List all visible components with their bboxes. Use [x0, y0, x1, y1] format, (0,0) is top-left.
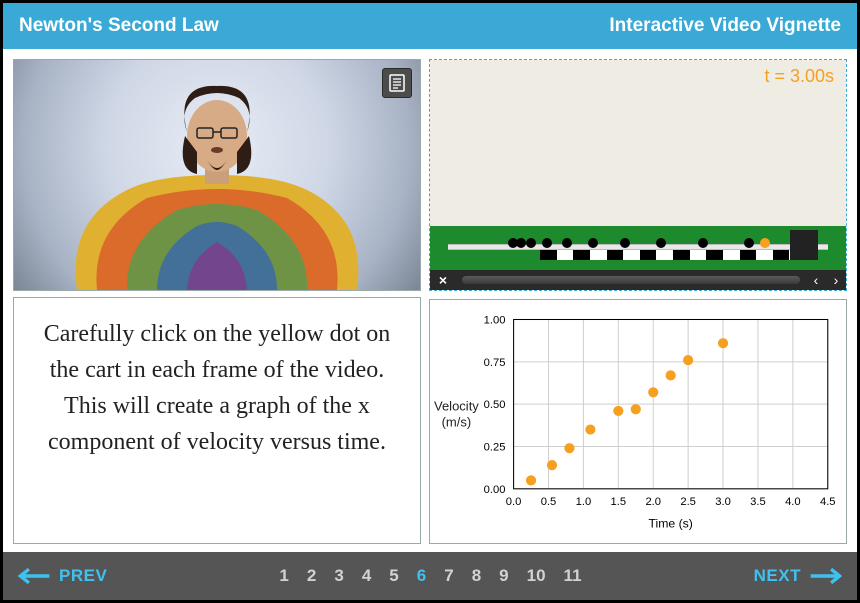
- presenter-figure: [57, 80, 377, 290]
- trail-dot: [698, 238, 708, 248]
- svg-text:4.5: 4.5: [820, 496, 836, 508]
- content-area: Carefully click on the yellow dot on the…: [3, 49, 857, 552]
- close-icon[interactable]: ×: [430, 272, 456, 288]
- header-title-left: Newton's Second Law: [19, 15, 219, 37]
- svg-text:2.0: 2.0: [645, 496, 661, 508]
- svg-text:3.0: 3.0: [715, 496, 731, 508]
- prev-button[interactable]: PREV: [17, 566, 107, 586]
- chart-ylabel-line2: (m/s): [434, 415, 479, 432]
- svg-text:1.0: 1.0: [576, 496, 592, 508]
- arrow-right-icon: [809, 566, 843, 586]
- page-9[interactable]: 9: [499, 566, 508, 586]
- page-8[interactable]: 8: [472, 566, 481, 586]
- header-bar: Newton's Second Law Interactive Video Vi…: [3, 3, 857, 49]
- next-label: NEXT: [754, 566, 801, 586]
- experiment-video-panel[interactable]: t = 3.00s × ‹ ›: [429, 59, 847, 291]
- transcript-button[interactable]: [382, 68, 412, 98]
- cart-target-dot[interactable]: [760, 238, 770, 248]
- next-button[interactable]: NEXT: [754, 566, 843, 586]
- svg-text:0.00: 0.00: [484, 484, 506, 496]
- chart-y-axis-label: Velocity (m/s): [434, 398, 479, 432]
- prev-label: PREV: [59, 566, 107, 586]
- page-5[interactable]: 5: [389, 566, 398, 586]
- svg-text:1.5: 1.5: [611, 496, 627, 508]
- svg-text:0.25: 0.25: [484, 442, 506, 454]
- app-frame: Newton's Second Law Interactive Video Vi…: [0, 0, 860, 603]
- frame-prev-icon[interactable]: ‹: [806, 272, 826, 288]
- svg-text:0.0: 0.0: [506, 496, 522, 508]
- header-title-right: Interactive Video Vignette: [609, 15, 841, 37]
- trail-dot: [562, 238, 572, 248]
- experiment-controls: × ‹ ›: [430, 270, 846, 290]
- page-10[interactable]: 10: [527, 566, 546, 586]
- page-2[interactable]: 2: [307, 566, 316, 586]
- page-11[interactable]: 11: [564, 566, 582, 586]
- page-3[interactable]: 3: [334, 566, 343, 586]
- svg-text:0.75: 0.75: [484, 357, 506, 369]
- frame-next-icon[interactable]: ›: [826, 272, 846, 288]
- experiment-markers[interactable]: [430, 224, 846, 254]
- svg-text:3.5: 3.5: [750, 496, 766, 508]
- page-6[interactable]: 6: [417, 566, 426, 586]
- svg-text:0.50: 0.50: [484, 399, 506, 411]
- trail-dot: [542, 238, 552, 248]
- svg-text:Time (s): Time (s): [648, 517, 692, 531]
- svg-text:1.00: 1.00: [484, 315, 506, 327]
- footer-bar: PREV 123456789 10 11 NEXT: [3, 552, 857, 600]
- trail-dot: [656, 238, 666, 248]
- velocity-chart-panel: Velocity (m/s) 0.0 0.5 1.0 1.5 2.0 2.5 3.0 3.5 4…: [429, 299, 847, 544]
- presenter-video-panel[interactable]: [13, 59, 421, 291]
- page-1[interactable]: 1: [279, 566, 288, 586]
- left-column: Carefully click on the yellow dot on the…: [13, 59, 421, 544]
- svg-text:4.0: 4.0: [785, 496, 801, 508]
- scrub-bar[interactable]: [462, 276, 800, 284]
- chart-ylabel-line1: Velocity: [434, 398, 479, 415]
- experiment-time-readout: t = 3.00s: [764, 66, 834, 87]
- svg-text:2.5: 2.5: [680, 496, 696, 508]
- svg-text:0.5: 0.5: [541, 496, 557, 508]
- page-4[interactable]: 4: [362, 566, 371, 586]
- velocity-scatter-chart: 0.0 0.5 1.0 1.5 2.0 2.5 3.0 3.5 4.0 4.5 0.00 0.25 0.…: [432, 306, 840, 537]
- trail-dot: [620, 238, 630, 248]
- instruction-text: Carefully click on the yellow dot on the…: [36, 316, 398, 460]
- trail-dot: [588, 238, 598, 248]
- arrow-left-icon: [17, 566, 51, 586]
- page-number-list: 123456789 10 11: [107, 566, 753, 586]
- trail-dot: [516, 238, 526, 248]
- right-column: t = 3.00s × ‹ › Velocity (m/s) 0.0 0.5 1.0…: [429, 59, 847, 544]
- trail-dot: [526, 238, 536, 248]
- instruction-panel: Carefully click on the yellow dot on the…: [13, 297, 421, 544]
- trail-dot: [744, 238, 754, 248]
- page-7[interactable]: 7: [444, 566, 453, 586]
- document-icon: [389, 74, 405, 92]
